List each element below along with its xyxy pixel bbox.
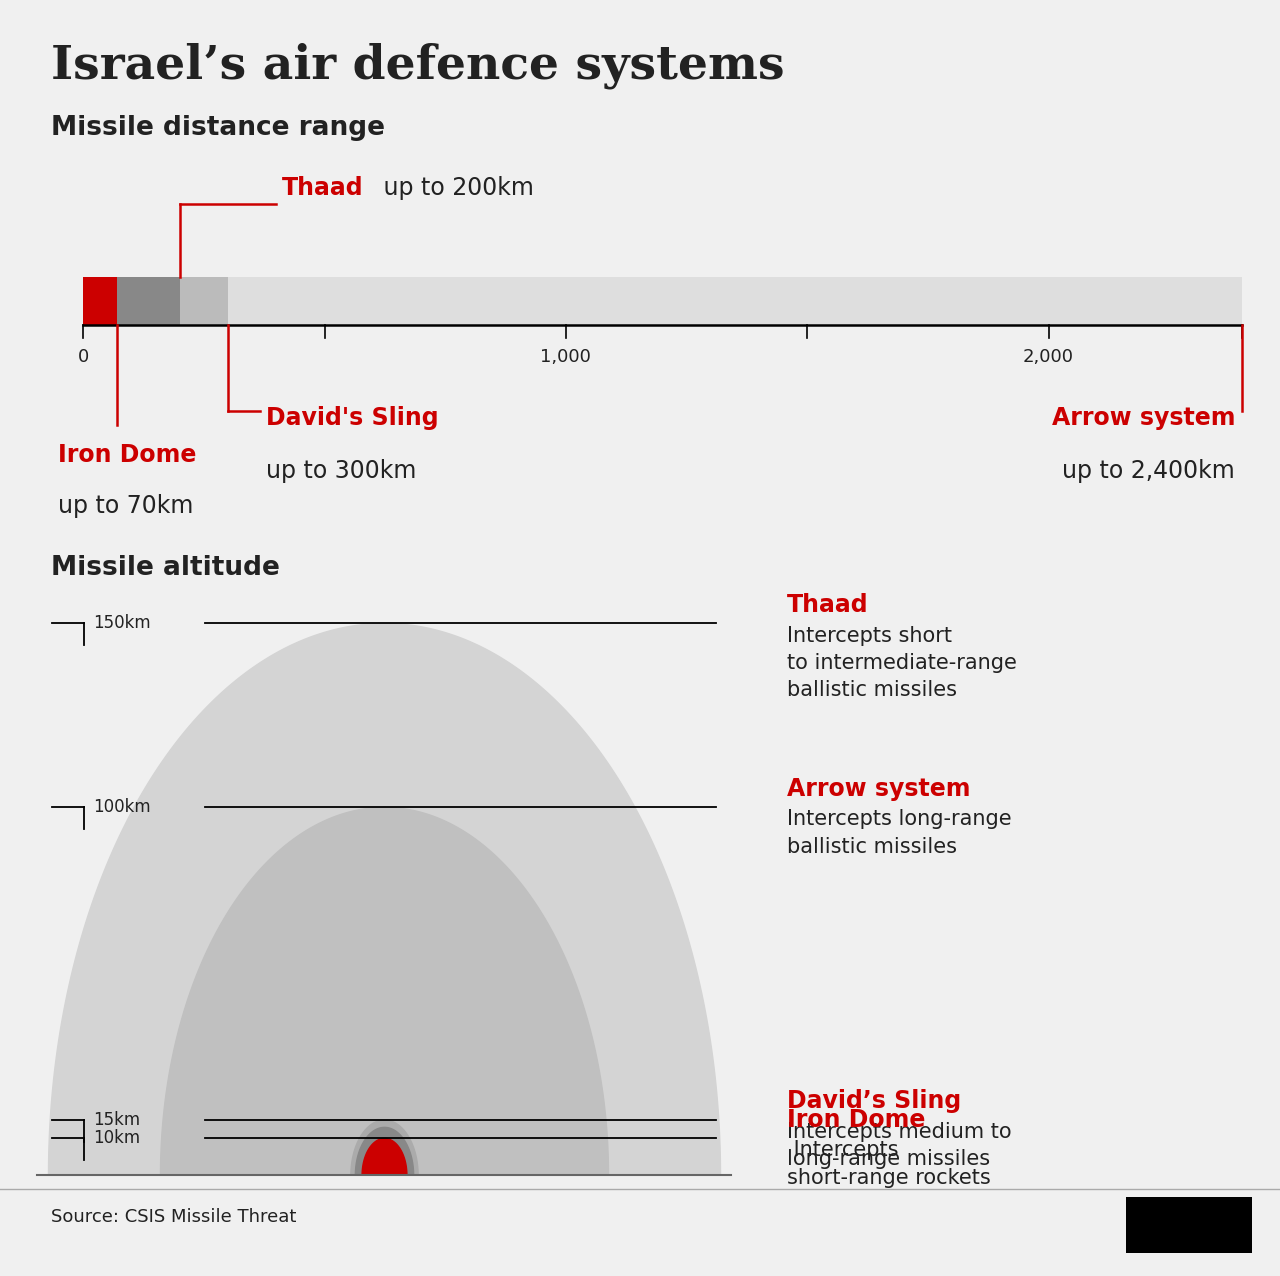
Text: 0: 0	[78, 348, 88, 366]
Text: Iron Dome: Iron Dome	[58, 443, 196, 467]
Text: Israel’s air defence systems: Israel’s air defence systems	[51, 42, 785, 88]
Text: up to 200km: up to 200km	[375, 176, 534, 200]
Text: Iron Dome: Iron Dome	[787, 1108, 925, 1132]
Text: Intercepts
short-range rockets: Intercepts short-range rockets	[787, 1141, 991, 1188]
Bar	[83, 277, 116, 325]
Text: 1,000: 1,000	[540, 348, 591, 366]
Text: up to 2,400km: up to 2,400km	[1062, 459, 1235, 484]
Text: Intercepts medium to
long-range missiles: Intercepts medium to long-range missiles	[787, 1122, 1011, 1169]
Text: Thaad: Thaad	[787, 592, 869, 616]
Bar	[83, 277, 179, 325]
Text: Arrow system: Arrow system	[787, 777, 970, 800]
Bar	[83, 277, 228, 325]
Text: 150km: 150km	[93, 614, 151, 632]
Text: Missile distance range: Missile distance range	[51, 115, 385, 140]
Text: 15km: 15km	[93, 1110, 140, 1128]
Text: David's Sling: David's Sling	[266, 406, 439, 430]
Bar	[83, 277, 1242, 325]
Text: BBC: BBC	[1160, 1213, 1219, 1236]
Text: Missile altitude: Missile altitude	[51, 555, 280, 581]
Text: up to 300km: up to 300km	[266, 459, 417, 484]
Text: David’s Sling: David’s Sling	[787, 1090, 961, 1113]
Text: Thaad: Thaad	[282, 176, 364, 200]
Text: 100km: 100km	[93, 798, 151, 815]
Text: Source: CSIS Missile Threat: Source: CSIS Missile Threat	[51, 1208, 297, 1226]
Text: Arrow system: Arrow system	[1052, 406, 1235, 430]
Text: up to 70km: up to 70km	[58, 494, 193, 518]
Text: 2,000: 2,000	[1023, 348, 1074, 366]
Text: Intercepts short
to intermediate-range
ballistic missiles: Intercepts short to intermediate-range b…	[787, 625, 1018, 701]
Text: 10km: 10km	[93, 1129, 140, 1147]
Bar	[1126, 1197, 1252, 1253]
Text: Intercepts long-range
ballistic missiles: Intercepts long-range ballistic missiles	[787, 809, 1011, 856]
